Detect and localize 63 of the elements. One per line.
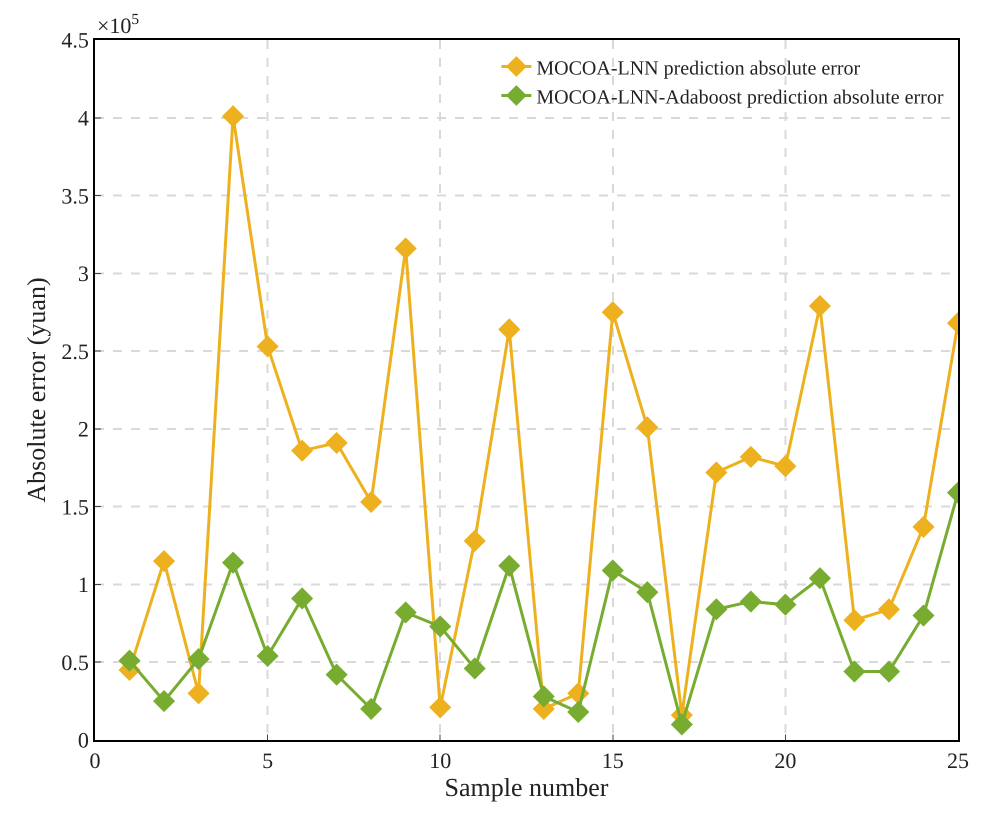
point [464, 657, 486, 680]
point [118, 650, 141, 672]
point [705, 598, 728, 620]
point [498, 554, 520, 577]
point [567, 700, 590, 724]
point [808, 567, 831, 590]
x-tick-label: 15 [602, 748, 624, 774]
y-tick-label: 1.5 [61, 494, 89, 520]
point [188, 648, 210, 670]
point [843, 660, 866, 683]
y-tick-label: 0.5 [61, 650, 89, 675]
point [291, 587, 314, 610]
point [498, 318, 520, 340]
point [464, 530, 486, 552]
point [878, 598, 900, 620]
point [394, 601, 417, 624]
point [532, 685, 555, 708]
point [740, 446, 762, 468]
point [740, 590, 762, 613]
point [912, 516, 935, 538]
x-tick-label: 10 [429, 748, 452, 774]
point [394, 237, 417, 260]
point [152, 550, 176, 572]
point [222, 552, 244, 574]
x-tick-label: 5 [262, 748, 274, 774]
point [670, 713, 693, 736]
point [774, 455, 796, 478]
point [878, 660, 900, 683]
text: ×10$^{5}$ [97, 11, 140, 38]
x-axis-title: Sample number [444, 773, 609, 802]
y-tick-label: 3.5 [61, 183, 89, 208]
y-tick-label: 2 [78, 416, 89, 442]
y-tick-label: 0 [78, 728, 89, 753]
y-axis-title: Absolute error (yuan) [22, 277, 52, 503]
y-tick-label: 1 [78, 572, 89, 598]
point [326, 664, 348, 686]
x-tick-label: 25 [947, 748, 969, 774]
point [291, 440, 314, 462]
y-tick-label: 4.5 [61, 28, 89, 53]
point [222, 105, 244, 128]
legend-label: MOCOA-LNN-Adaboost prediction absolute error [536, 86, 944, 108]
point [774, 594, 796, 616]
y-tick-label: 2.5 [61, 338, 89, 364]
point [256, 335, 279, 358]
y-tick-label: 4 [78, 105, 89, 130]
point [705, 461, 728, 484]
point [188, 682, 210, 704]
point [360, 698, 382, 720]
point [636, 416, 658, 438]
point [326, 432, 348, 454]
point [602, 301, 624, 324]
point [912, 604, 935, 627]
point [152, 690, 176, 712]
point [636, 581, 658, 604]
point [360, 490, 382, 514]
x-tick-label: 20 [774, 748, 796, 774]
point [602, 559, 624, 582]
point [256, 644, 279, 668]
point [843, 609, 866, 632]
legend-label: MOCOA-LNN prediction absolute error [536, 57, 861, 80]
point [429, 615, 452, 638]
y-tick-label: 3 [78, 261, 89, 286]
point [808, 294, 831, 318]
